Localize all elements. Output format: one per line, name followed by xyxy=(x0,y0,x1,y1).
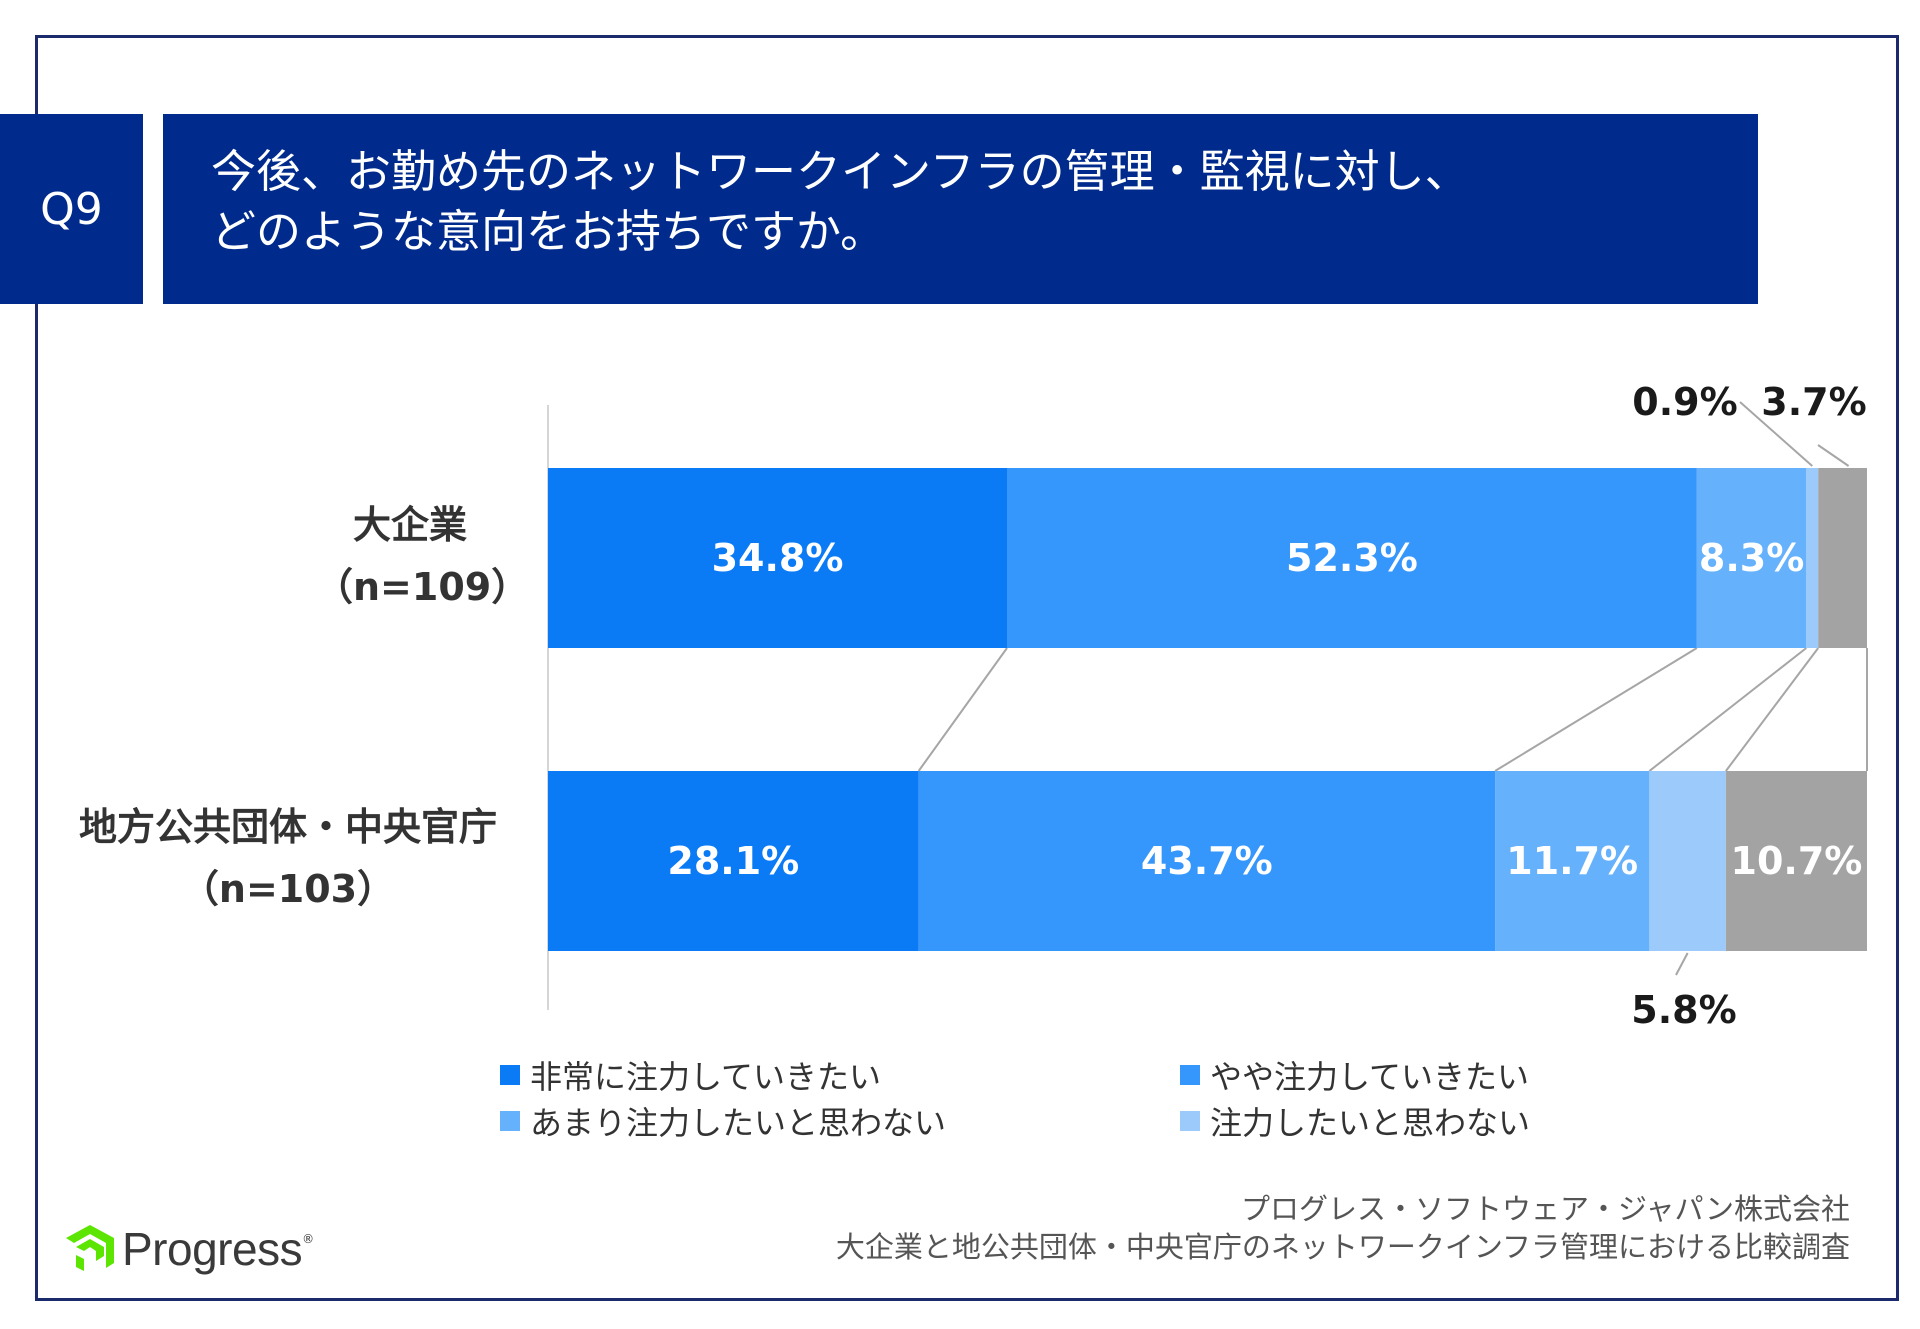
connector-line xyxy=(1648,647,1807,772)
slide-frame xyxy=(35,35,1899,1301)
bar-value-label-2-1: 28.1% xyxy=(667,839,799,883)
bar-segment-1-3 xyxy=(1696,468,1807,648)
category-label-government: 地方公共団体・中央官庁 （n=103） xyxy=(58,796,518,920)
legend-swatch-4 xyxy=(1180,1111,1200,1131)
legend-swatch-1 xyxy=(500,1065,520,1085)
footer-survey-title: 大企業と地公共団体・中央官庁のネットワークインフラ管理における比較調査 xyxy=(835,1230,1850,1264)
bar-segment-2-4 xyxy=(1649,771,1726,951)
bar-value-label-2-2: 43.7% xyxy=(1141,839,1273,883)
legend-label-3: あまり注力したいと思わない xyxy=(530,1104,947,1142)
bar-segment-1-4 xyxy=(1806,468,1819,648)
progress-logo-icon xyxy=(66,1225,114,1271)
legend-item-3: あまり注力したいと思わない xyxy=(500,1098,946,1144)
question-badge: Q9 xyxy=(0,114,143,304)
footer-company: プログレス・ソフトウェア・ジャパン株式会社 xyxy=(1240,1192,1850,1226)
bar-segment-2-3 xyxy=(1495,771,1650,951)
bar-segment-1-5 xyxy=(1818,468,1867,648)
question-title: 今後、お勤め先のネットワークインフラの管理・監視に対し、 どのような意向をお持ち… xyxy=(163,114,1758,304)
leader-line xyxy=(1739,401,1813,467)
leader-line xyxy=(1675,952,1689,976)
legend-item-1: 非常に注力していきたい xyxy=(500,1052,881,1098)
bar-segment-1-1 xyxy=(548,468,1008,648)
bar-value-label-1-2: 52.3% xyxy=(1286,536,1418,580)
legend-item-2: やや注力していきたい xyxy=(1180,1052,1529,1098)
bar-value-label-1-1: 34.8% xyxy=(712,536,844,580)
category-name: 大企業 xyxy=(352,503,467,547)
bar-value-label-1-3: 8.3% xyxy=(1699,536,1804,580)
legend-swatch-2 xyxy=(1180,1065,1200,1085)
outside-value-label-2-4: 5.8% xyxy=(1631,988,1736,1032)
legend-label-1: 非常に注力していきたい xyxy=(530,1058,882,1096)
legend-item-4: 注力したいと思わない xyxy=(1180,1098,1530,1144)
category-sample-size: （n=103） xyxy=(180,867,396,911)
progress-logo: Progress ® xyxy=(66,1222,314,1276)
legend-label-2: やや注力していきたい xyxy=(1210,1058,1530,1096)
category-sample-size: （n=109） xyxy=(315,565,530,609)
legend-label-4: 注力したいと思わない xyxy=(1210,1104,1531,1142)
category-label-large-enterprise: 大企業 （n=109） xyxy=(315,494,530,618)
question-title-line-2: どのような意向をお持ちですか。 xyxy=(211,205,886,258)
question-title-line-1: 今後、お勤め先のネットワークインフラの管理・監視に対し、 xyxy=(211,145,1470,198)
bar-segment-2-2 xyxy=(918,771,1496,951)
bar-value-label-2-5: 10.7% xyxy=(1731,839,1863,883)
category-name: 地方公共団体・中央官庁 xyxy=(78,805,497,849)
bar-segment-2-1 xyxy=(548,771,919,951)
connector-line xyxy=(1494,647,1698,772)
footer-credits: プログレス・ソフトウェア・ジャパン株式会社 大企業と地公共団体・中央官庁のネット… xyxy=(836,1190,1850,1266)
outside-value-label-1-4: 0.9% xyxy=(1632,380,1737,424)
progress-logo-wordmark: Progress xyxy=(122,1223,303,1275)
registered-mark: ® xyxy=(302,1232,315,1246)
bar-segment-2-5 xyxy=(1725,771,1867,951)
outside-value-label-1-5: 3.7% xyxy=(1761,380,1866,424)
legend-swatch-3 xyxy=(500,1111,520,1131)
connector-line xyxy=(1725,647,1819,772)
connector-line xyxy=(917,647,1008,772)
bar-segment-1-2 xyxy=(1007,468,1697,648)
leader-line xyxy=(1817,444,1850,467)
bar-value-label-2-3: 11.7% xyxy=(1506,839,1638,883)
